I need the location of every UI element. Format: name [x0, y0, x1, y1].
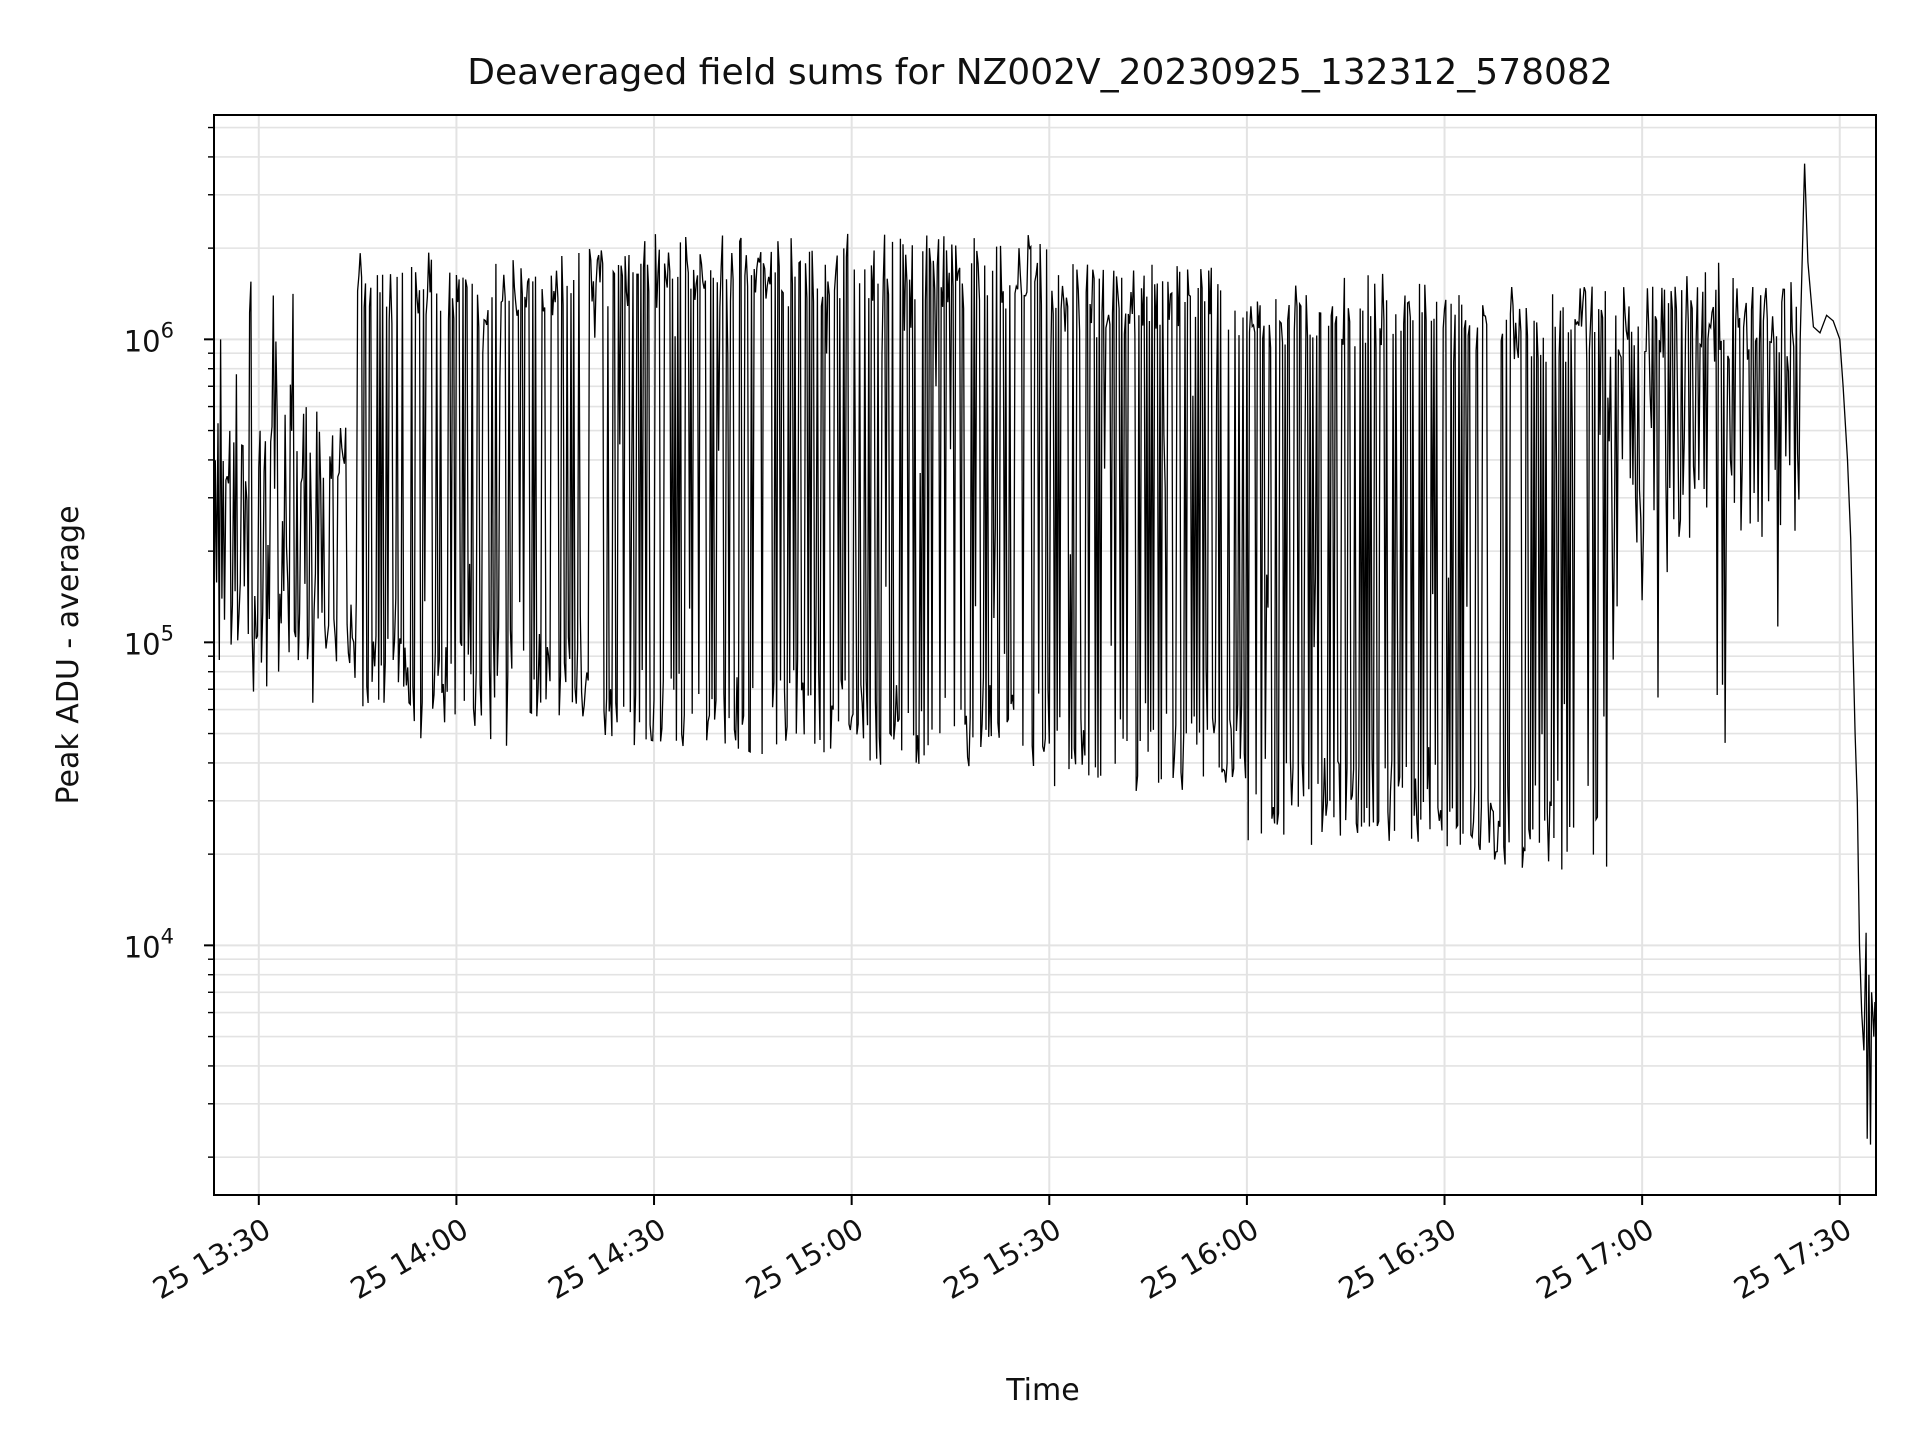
- y-tick-label: 105: [124, 621, 174, 661]
- y-axis-label: Peak ADU - average: [51, 505, 86, 804]
- y-axis: 104 105 106: [124, 126, 214, 1158]
- chart-title: Deaveraged field sums for NZ002V_2023092…: [467, 52, 1612, 93]
- grid: [214, 115, 1876, 1195]
- plot-frame: [213, 114, 1877, 1196]
- series-line: [214, 163, 1876, 1145]
- y-tick-label: 106: [124, 318, 174, 358]
- x-axis-label: Time: [1005, 1373, 1079, 1408]
- y-tick-label: 104: [124, 924, 174, 964]
